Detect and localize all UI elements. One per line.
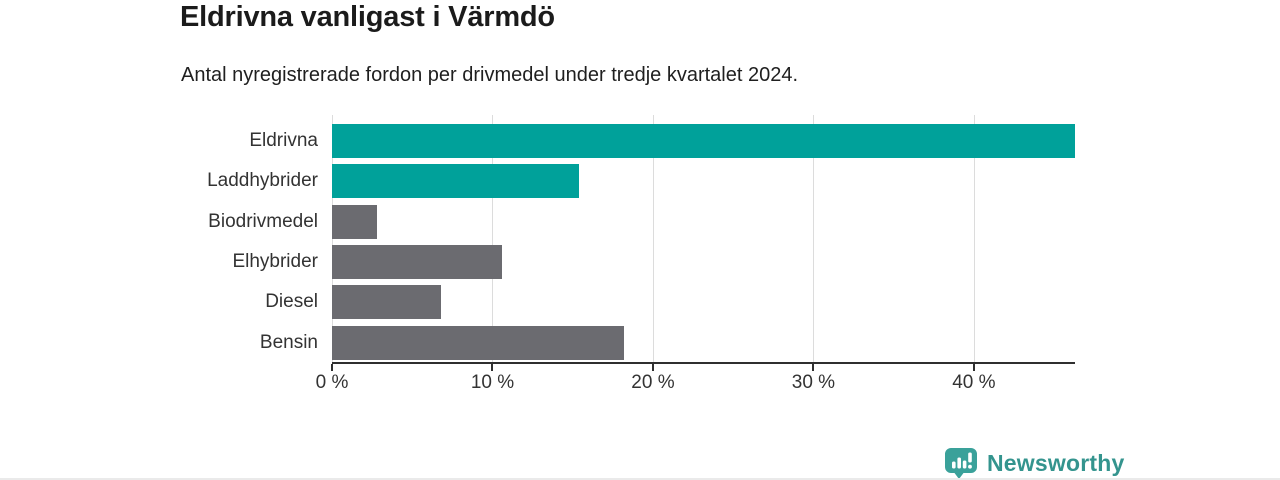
x-axis-ticks: 0 % 10 % 20 % 30 % 40 % xyxy=(316,363,1075,399)
gridline xyxy=(973,115,975,363)
chart-title: Eldrivna vanligast i Värmdö xyxy=(180,1,555,33)
x-tick-mark xyxy=(651,364,654,371)
bar-row: Eldrivna xyxy=(249,121,1075,161)
bar-row: Bensin xyxy=(260,323,1075,363)
category-label: Laddhybrider xyxy=(207,170,318,192)
x-tick-mark xyxy=(812,364,815,371)
gridline xyxy=(332,115,333,363)
x-tick-mark xyxy=(331,364,333,371)
category-label: Elhybrider xyxy=(232,251,318,273)
newsworthy-wordmark: Newsworthy xyxy=(987,449,1125,476)
chart-subtitle: Antal nyregistrerade fordon per drivmede… xyxy=(181,64,799,86)
category-label: Bensin xyxy=(259,331,318,353)
x-tick-mark xyxy=(972,364,975,371)
bar-elhybrider xyxy=(332,245,503,280)
bar-row: Elhybrider xyxy=(232,242,1075,282)
category-label: Diesel xyxy=(265,291,318,313)
x-axis-line xyxy=(332,362,1075,364)
category-label: Eldrivna xyxy=(249,130,318,152)
gridline xyxy=(813,115,815,363)
gridline xyxy=(652,115,654,363)
bar-row: Diesel xyxy=(265,282,1075,322)
plot-area: Eldrivna Laddhybrider Biodrivmedel Elhybrid… xyxy=(207,115,1075,393)
x-tick-label: 40 % xyxy=(952,372,996,393)
bar-row: Biodrivmedel xyxy=(208,202,1075,242)
bar-laddhybrider xyxy=(332,164,580,199)
x-tick-label: 20 % xyxy=(631,372,675,393)
bar-biodrivmedel xyxy=(332,204,377,239)
bar-bensin xyxy=(332,325,625,360)
bar-eldrivna xyxy=(332,124,1075,159)
gridline xyxy=(492,115,494,363)
bar-rows: Eldrivna Laddhybrider Biodrivmedel Elhybrid… xyxy=(207,115,1075,363)
x-tick-label: 0 % xyxy=(315,372,349,393)
x-tick-label: 30 % xyxy=(791,372,836,393)
x-tick-mark xyxy=(491,364,494,371)
bar-row: Laddhybrider xyxy=(207,161,1075,201)
newsworthy-logo-icon xyxy=(945,448,977,478)
category-label: Biodrivmedel xyxy=(208,210,318,232)
branding: Newsworthy xyxy=(944,447,1125,478)
bar-diesel xyxy=(332,285,442,320)
x-tick-label: 10 % xyxy=(470,372,515,393)
